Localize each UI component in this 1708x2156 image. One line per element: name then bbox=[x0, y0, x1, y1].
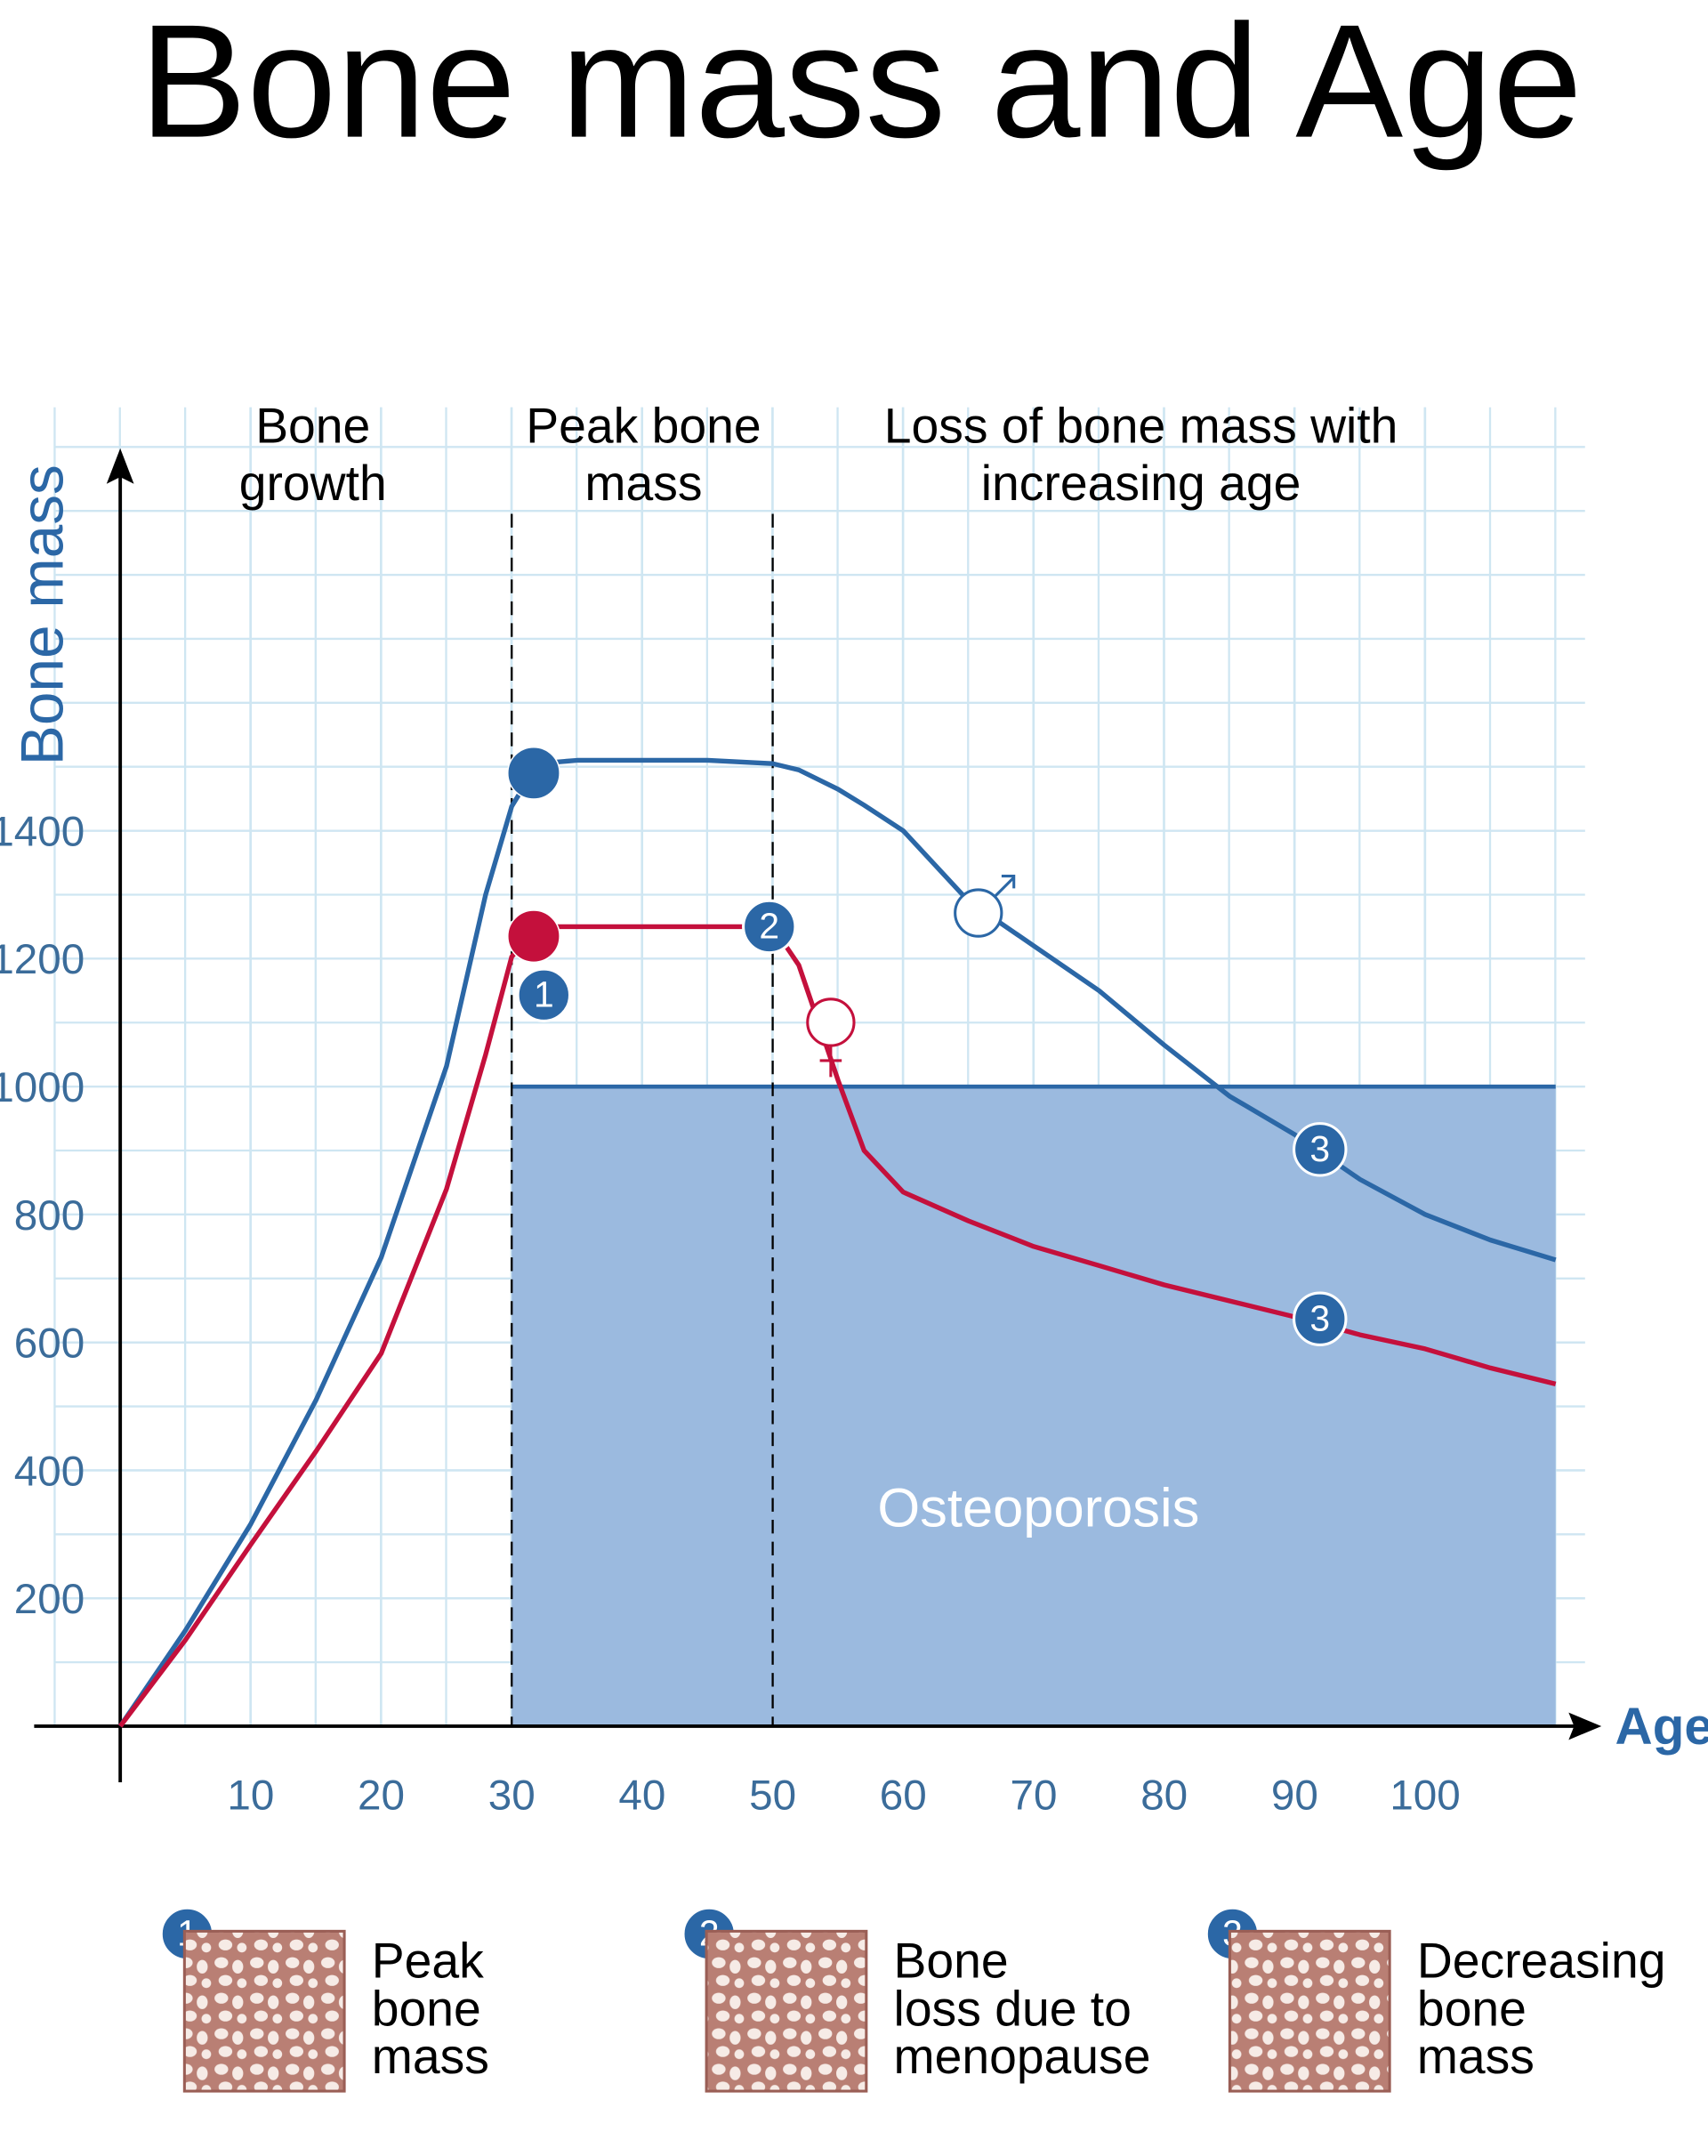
badge bbox=[742, 899, 797, 955]
y-tick-label: 400 bbox=[14, 1448, 85, 1495]
y-tick-label: 600 bbox=[14, 1320, 85, 1368]
osteoporosis-area bbox=[512, 1086, 1556, 1726]
x-tick-label: 100 bbox=[1390, 1772, 1460, 1820]
legend-text: bone bbox=[372, 1981, 481, 2036]
legend-text: Peak bbox=[372, 1934, 484, 1989]
x-tick-label: 90 bbox=[1271, 1772, 1318, 1820]
y-tick-label: 800 bbox=[14, 1192, 85, 1239]
phase-label: Loss of bone mass with bbox=[884, 399, 1398, 454]
x-axis-label: Age bbox=[1615, 1698, 1708, 1756]
y-tick-label: 200 bbox=[14, 1576, 85, 1623]
x-tick-label: 20 bbox=[358, 1772, 405, 1820]
badge-number: 3 bbox=[1309, 1297, 1330, 1338]
phase-label: Peak bone bbox=[526, 399, 761, 454]
y-axis-label: Bone mass bbox=[10, 464, 77, 765]
x-axis-arrow bbox=[1568, 1712, 1602, 1740]
bone-texture bbox=[1228, 1929, 1391, 2093]
legend-text: mass bbox=[1417, 2029, 1535, 2084]
badge bbox=[516, 967, 572, 1022]
y-tick-label: 1000 bbox=[0, 1064, 85, 1111]
legend-text: loss due to bbox=[894, 1981, 1132, 2036]
badge bbox=[1293, 1291, 1348, 1346]
legend-text: mass bbox=[372, 2029, 489, 2084]
x-tick-label: 80 bbox=[1140, 1772, 1188, 1820]
x-tick-label: 10 bbox=[227, 1772, 274, 1820]
badge bbox=[1293, 1122, 1348, 1177]
peak-marker bbox=[507, 746, 560, 800]
y-axis-arrow bbox=[106, 448, 134, 484]
x-tick-label: 70 bbox=[1010, 1772, 1057, 1820]
badge-number: 1 bbox=[534, 973, 554, 1014]
x-tick-label: 40 bbox=[618, 1772, 665, 1820]
legend-text: menopause bbox=[894, 2029, 1151, 2084]
phase-label: Bone bbox=[255, 399, 370, 454]
bone-texture bbox=[182, 1929, 346, 2093]
badge-number: 2 bbox=[759, 906, 779, 947]
y-tick-label: 1200 bbox=[0, 936, 85, 983]
bone-texture bbox=[705, 1929, 868, 2093]
peak-marker bbox=[507, 909, 560, 964]
badge-number: 3 bbox=[1309, 1128, 1330, 1169]
legend-text: bone bbox=[1417, 1981, 1527, 2036]
male-symbol bbox=[954, 875, 1016, 938]
phase-label: increasing age bbox=[981, 456, 1301, 511]
series-line bbox=[117, 757, 1557, 1728]
x-tick-label: 50 bbox=[749, 1772, 796, 1820]
osteoporosis-label: Osteoporosis bbox=[877, 1478, 1199, 1539]
y-tick-label: 1400 bbox=[0, 808, 85, 855]
legend-text: Bone bbox=[894, 1934, 1009, 1989]
phase-label: growth bbox=[239, 456, 387, 511]
female-symbol bbox=[806, 997, 856, 1078]
series-line bbox=[118, 924, 1557, 1728]
x-tick-label: 60 bbox=[880, 1772, 927, 1820]
chart-title: Bone mass and Age bbox=[140, 0, 1583, 172]
phase-label: mass bbox=[584, 456, 702, 511]
legend-text: Decreasing bbox=[1417, 1934, 1666, 1989]
x-tick-label: 30 bbox=[488, 1772, 536, 1820]
